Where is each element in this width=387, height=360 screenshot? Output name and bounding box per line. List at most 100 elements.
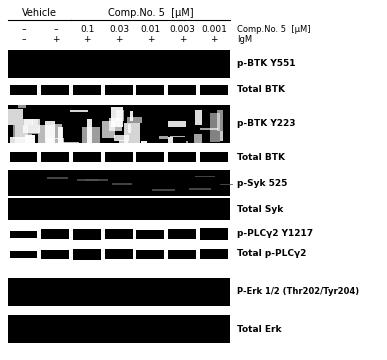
- Bar: [41, 229, 69, 239]
- Bar: [137, 249, 164, 258]
- Text: –: –: [22, 25, 26, 34]
- Bar: [46, 138, 64, 145]
- Text: +: +: [84, 35, 91, 44]
- Bar: [41, 249, 69, 258]
- Bar: [105, 152, 133, 162]
- Text: 0.03: 0.03: [109, 25, 129, 34]
- Bar: [137, 85, 164, 95]
- Text: Comp.No. 5  [μM]: Comp.No. 5 [μM]: [237, 25, 310, 34]
- Bar: [102, 121, 115, 138]
- Bar: [15, 125, 32, 156]
- Bar: [105, 249, 133, 259]
- Bar: [24, 119, 33, 125]
- Bar: [137, 230, 164, 238]
- Bar: [168, 152, 196, 162]
- Bar: [168, 85, 196, 95]
- Bar: [8, 315, 230, 343]
- Text: +: +: [179, 35, 186, 44]
- Bar: [23, 118, 40, 132]
- Bar: [10, 136, 29, 152]
- Bar: [195, 110, 202, 125]
- Bar: [114, 135, 128, 141]
- Text: 0.001: 0.001: [201, 25, 227, 34]
- Bar: [41, 85, 69, 95]
- Bar: [8, 108, 23, 125]
- Bar: [200, 249, 228, 259]
- Bar: [195, 176, 216, 177]
- Bar: [53, 123, 62, 139]
- Bar: [168, 249, 196, 258]
- Bar: [116, 110, 124, 121]
- Bar: [73, 229, 101, 239]
- Bar: [87, 120, 92, 148]
- Bar: [220, 131, 223, 141]
- Bar: [127, 117, 142, 123]
- Bar: [10, 230, 38, 238]
- Bar: [186, 141, 188, 168]
- Bar: [194, 134, 202, 153]
- Text: P-Erk 1/2 (Thr202/Tyr204): P-Erk 1/2 (Thr202/Tyr204): [237, 288, 359, 297]
- Bar: [124, 122, 140, 150]
- Bar: [141, 141, 147, 159]
- Bar: [168, 137, 173, 158]
- Bar: [108, 118, 122, 131]
- Bar: [13, 125, 28, 139]
- Text: Total Syk: Total Syk: [237, 204, 283, 213]
- Bar: [60, 142, 79, 168]
- Bar: [217, 110, 223, 131]
- Text: –: –: [22, 35, 26, 44]
- Text: +: +: [52, 35, 59, 44]
- Text: 0.1: 0.1: [80, 25, 94, 34]
- Bar: [168, 121, 186, 127]
- Bar: [73, 248, 101, 260]
- Bar: [58, 127, 63, 152]
- Bar: [41, 152, 69, 162]
- Bar: [221, 184, 233, 185]
- Text: Total Erk: Total Erk: [237, 324, 281, 333]
- Text: p-BTK Y223: p-BTK Y223: [237, 120, 296, 129]
- Bar: [112, 183, 132, 185]
- Bar: [130, 111, 133, 121]
- Text: Total BTK: Total BTK: [237, 85, 285, 94]
- Bar: [8, 170, 230, 196]
- Text: p-PLCγ2 Y1217: p-PLCγ2 Y1217: [237, 230, 313, 238]
- Text: 0.01: 0.01: [140, 25, 161, 34]
- Text: p-BTK Y551: p-BTK Y551: [237, 59, 296, 68]
- Text: +: +: [147, 35, 154, 44]
- Bar: [111, 107, 123, 127]
- Bar: [8, 50, 230, 78]
- Bar: [47, 177, 68, 179]
- Text: Comp.No. 5  [μM]: Comp.No. 5 [μM]: [108, 8, 194, 18]
- Bar: [159, 136, 168, 139]
- Text: Vehicle: Vehicle: [22, 8, 57, 18]
- Text: p-Syk 525: p-Syk 525: [237, 179, 288, 188]
- Bar: [45, 121, 55, 145]
- Bar: [200, 228, 228, 240]
- Bar: [210, 113, 220, 143]
- Text: Total p-PLCγ2: Total p-PLCγ2: [237, 249, 307, 258]
- Bar: [32, 119, 38, 134]
- Bar: [10, 152, 38, 162]
- Bar: [189, 189, 211, 190]
- Text: +: +: [211, 35, 218, 44]
- Bar: [8, 198, 230, 220]
- Bar: [85, 179, 108, 181]
- Bar: [168, 229, 196, 239]
- Bar: [105, 229, 133, 239]
- Bar: [82, 127, 101, 159]
- Bar: [8, 105, 230, 143]
- Bar: [200, 85, 228, 95]
- Bar: [105, 85, 133, 95]
- Bar: [200, 152, 228, 162]
- Bar: [8, 278, 230, 306]
- Bar: [137, 152, 164, 162]
- Bar: [128, 124, 131, 133]
- Bar: [10, 85, 38, 95]
- Bar: [73, 85, 101, 95]
- Bar: [18, 105, 26, 108]
- Bar: [170, 136, 185, 138]
- Bar: [10, 251, 38, 257]
- Bar: [119, 140, 128, 161]
- Text: 0.003: 0.003: [170, 25, 195, 34]
- Bar: [38, 125, 53, 146]
